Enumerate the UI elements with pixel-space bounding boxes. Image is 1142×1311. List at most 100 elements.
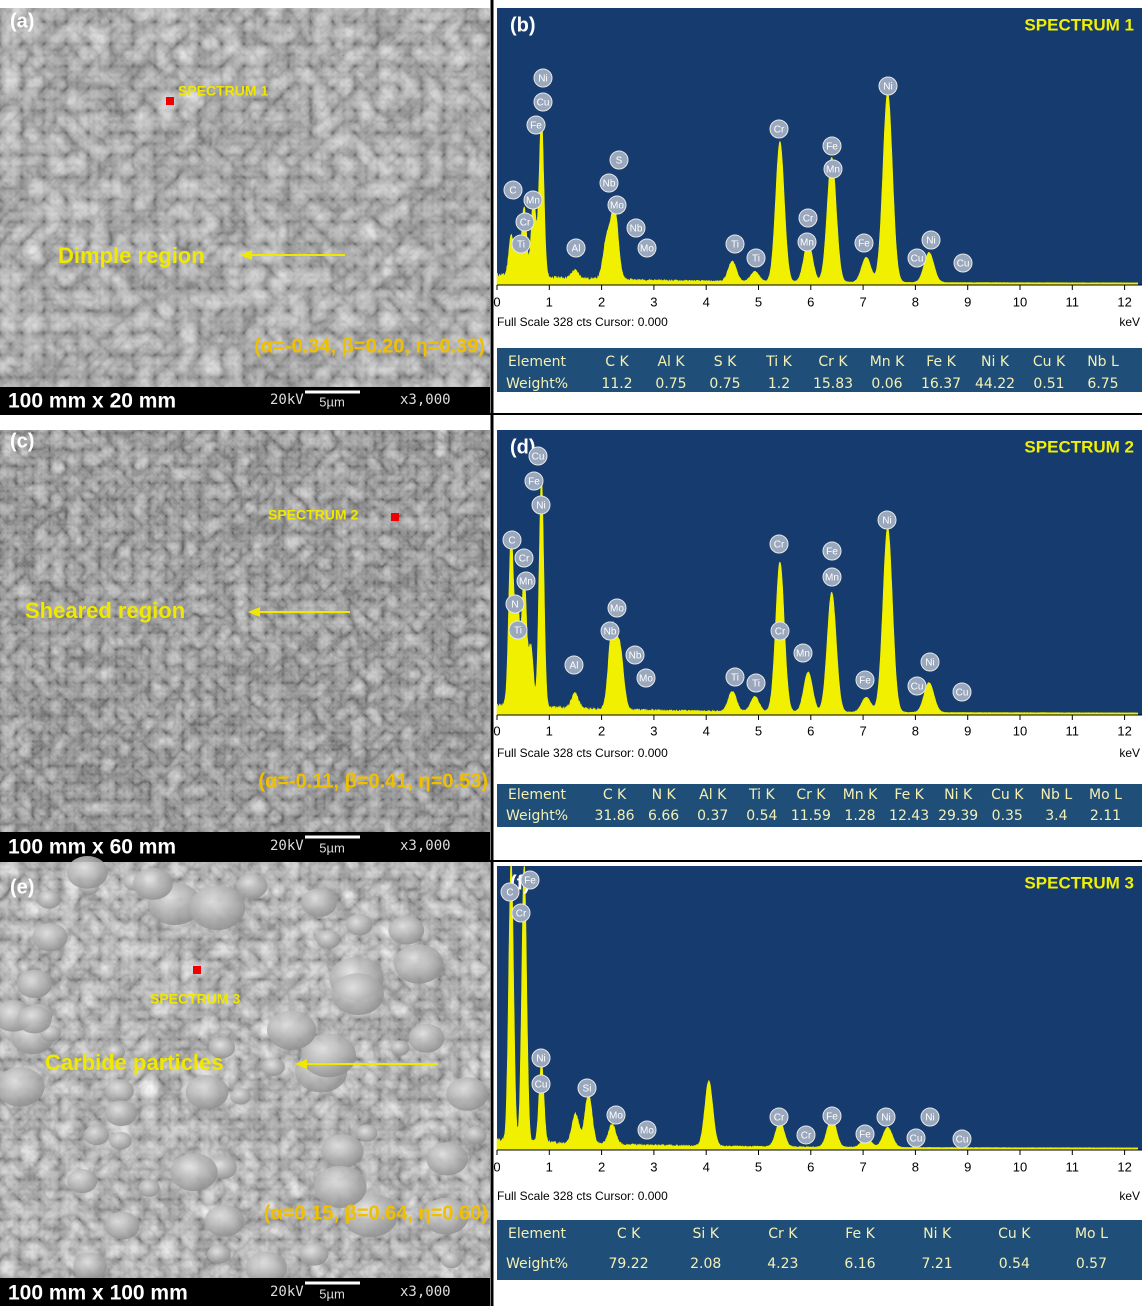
peak-label: C bbox=[509, 186, 516, 197]
table-header: Ti K bbox=[765, 354, 792, 370]
peak-label: Mo bbox=[610, 201, 624, 212]
peak-label: Cr bbox=[774, 1113, 785, 1124]
peak-label: Nb bbox=[603, 179, 616, 190]
peak-label: C bbox=[506, 888, 513, 899]
x-tick-label: 1 bbox=[546, 294, 553, 309]
peak-label: Mn bbox=[519, 577, 533, 588]
carbide-particle bbox=[346, 914, 373, 935]
carbide-particle bbox=[17, 970, 53, 998]
table-header: Mn K bbox=[843, 787, 878, 803]
spectrum-label: SPECTRUM 2 bbox=[268, 507, 358, 523]
x-tick-label: 11 bbox=[1066, 1159, 1080, 1174]
panel-label: (a) bbox=[10, 10, 34, 32]
peak-label: Mn bbox=[526, 196, 540, 207]
panel-label: (e) bbox=[10, 876, 34, 898]
carbide-particle bbox=[390, 1040, 409, 1055]
x-tick-label: 1 bbox=[546, 1159, 553, 1174]
table-header: Cr K bbox=[796, 787, 826, 803]
table-header: Cr K bbox=[818, 354, 848, 370]
x-tick-label: 8 bbox=[912, 294, 919, 309]
spectrum-plot bbox=[497, 430, 1142, 715]
unit: keV bbox=[1119, 746, 1140, 760]
magnification: x3,000 bbox=[400, 838, 451, 854]
x-tick-label: 11 bbox=[1066, 723, 1080, 738]
table-cell: 0.51 bbox=[1033, 376, 1064, 392]
table-cell: 0.54 bbox=[999, 1256, 1030, 1272]
voltage: 20kV bbox=[270, 838, 304, 854]
peak-label: Ti bbox=[731, 240, 739, 251]
peak-label: Cr bbox=[775, 627, 786, 638]
peak-label: Cu bbox=[537, 98, 550, 109]
peak-label: Nb bbox=[604, 627, 617, 638]
peak-label: Mo bbox=[639, 674, 653, 685]
x-tick-label: 5 bbox=[755, 723, 762, 738]
table-header: Mn K bbox=[870, 354, 905, 370]
x-tick-label: 9 bbox=[964, 723, 971, 738]
peak-label: Mo bbox=[640, 1126, 654, 1137]
table-cell: 0.54 bbox=[746, 808, 777, 824]
x-tick-label: 11 bbox=[1066, 294, 1080, 309]
peak-label: Cr bbox=[774, 540, 785, 551]
params: (α=0.15, β=0.64, η=0.60) bbox=[264, 1202, 488, 1224]
carbide-particle bbox=[236, 873, 268, 898]
table-cell: 1.28 bbox=[844, 808, 875, 824]
x-tick-label: 4 bbox=[703, 294, 710, 309]
sample-size: 100 mm x 100 mm bbox=[8, 1282, 188, 1305]
x-tick-label: 5 bbox=[755, 1159, 762, 1174]
table-header: N K bbox=[652, 787, 677, 803]
peak-label: Ni bbox=[883, 82, 892, 93]
footer: Full Scale 328 cts Cursor: 0.000 bbox=[497, 315, 668, 329]
x-tick-label: 10 bbox=[1013, 723, 1027, 738]
x-tick-label: 3 bbox=[650, 1159, 657, 1174]
x-tick-label: 4 bbox=[703, 723, 710, 738]
params: (α=-0.11, β=0.41, η=0.53) bbox=[258, 770, 488, 792]
x-tick-label: 10 bbox=[1013, 294, 1027, 309]
table-header: Fe K bbox=[926, 354, 956, 370]
carbide-particle bbox=[332, 973, 384, 1015]
table-row-label: Weight% bbox=[506, 1256, 568, 1272]
table-cell: 7.21 bbox=[922, 1256, 953, 1272]
peak-label: Ni bbox=[881, 1113, 890, 1124]
peak-label: Ni bbox=[538, 74, 547, 85]
carbide-particle bbox=[300, 1242, 329, 1265]
table-header: Nb L bbox=[1041, 787, 1073, 803]
peak-label: Cu bbox=[911, 682, 924, 693]
carbide-particle bbox=[262, 1058, 285, 1076]
spectrum-marker bbox=[391, 513, 399, 521]
table-band bbox=[497, 1220, 1142, 1280]
peak-label: Ni bbox=[925, 1113, 934, 1124]
table-header: Cu K bbox=[1033, 354, 1066, 370]
peak-label: Mn bbox=[826, 165, 840, 176]
peak-label: Cr bbox=[801, 1131, 812, 1142]
x-tick-label: 12 bbox=[1117, 1159, 1131, 1174]
table-header: Mo L bbox=[1075, 1226, 1108, 1242]
x-tick-label: 6 bbox=[807, 1159, 814, 1174]
peak-label: Cr bbox=[519, 554, 530, 565]
table-cell: 0.35 bbox=[992, 808, 1023, 824]
table-cell: 11.59 bbox=[791, 808, 831, 824]
table-header: Element bbox=[508, 787, 566, 803]
peak-label: Cr bbox=[520, 218, 531, 229]
peak-label: Al bbox=[572, 244, 581, 255]
panel-label: (c) bbox=[10, 430, 34, 452]
x-tick-label: 9 bbox=[964, 1159, 971, 1174]
table-cell: 2.08 bbox=[690, 1256, 721, 1272]
table-header: Ni K bbox=[923, 1226, 952, 1242]
table-header: Cr K bbox=[768, 1226, 798, 1242]
table-header: Mo L bbox=[1089, 787, 1122, 803]
table-row-label: Weight% bbox=[506, 808, 568, 824]
peak-label: Cu bbox=[910, 1134, 923, 1145]
peak-label: Fe bbox=[826, 1112, 838, 1123]
table-cell: 0.37 bbox=[697, 808, 728, 824]
spectrum-title: SPECTRUM 1 bbox=[1024, 15, 1134, 34]
spectrum-label: SPECTRUM 3 bbox=[150, 991, 240, 1007]
scale: 5µm bbox=[319, 840, 345, 855]
carbide-particle bbox=[388, 916, 424, 945]
sem-image bbox=[0, 430, 490, 860]
spectrum-plot bbox=[497, 8, 1142, 285]
table-header: Ni K bbox=[944, 787, 973, 803]
peak-label: Ti bbox=[731, 673, 739, 684]
peak-label: Cu bbox=[957, 259, 970, 270]
carbide-particle bbox=[190, 886, 246, 930]
carbide-particle bbox=[37, 890, 60, 909]
